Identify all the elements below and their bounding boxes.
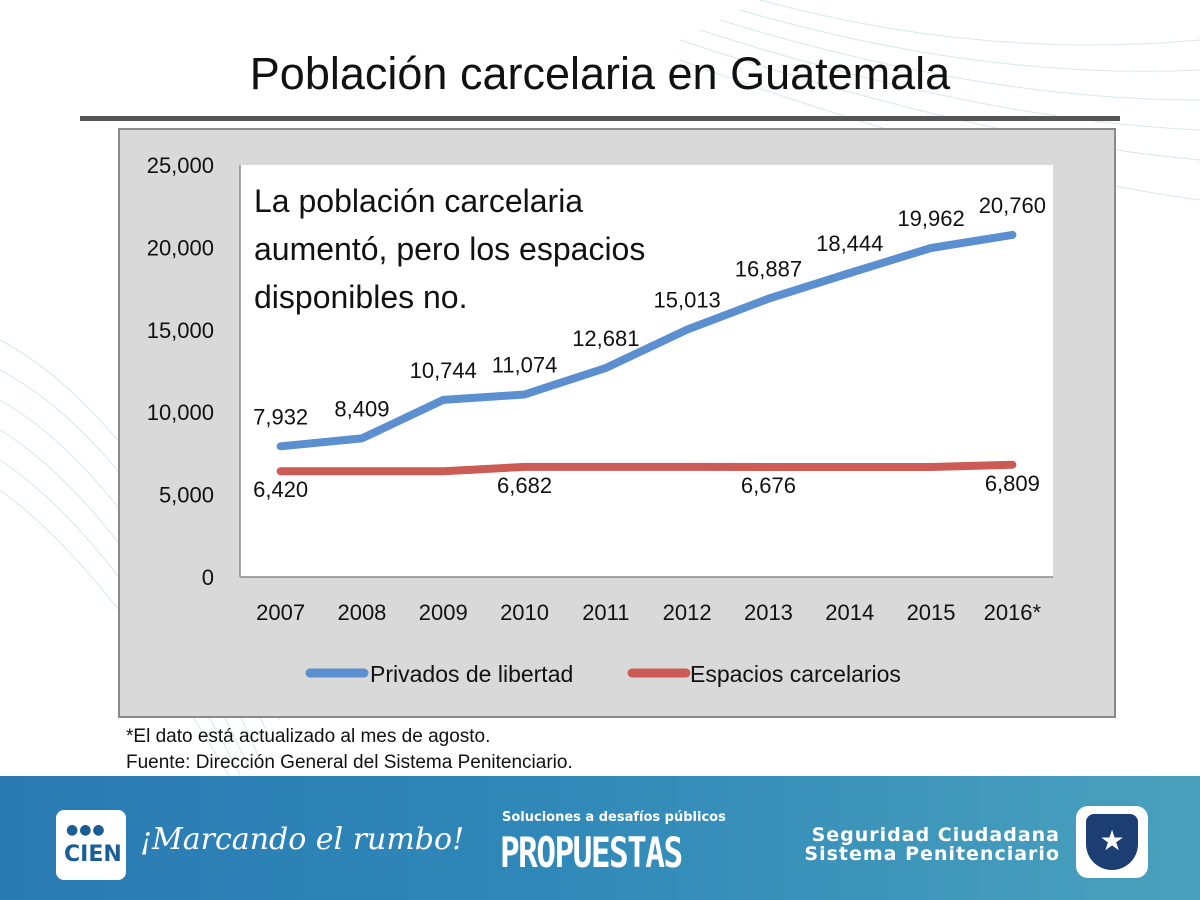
x-tick-label: 2014 — [825, 600, 874, 625]
cien-logo-word: CIEN — [64, 842, 122, 867]
y-tick-label: 10,000 — [147, 400, 214, 425]
data-label: 8,409 — [334, 396, 389, 421]
x-tick-label: 2012 — [663, 600, 712, 625]
annotation-line: disponibles no. — [254, 279, 467, 315]
section-label: Seguridad Ciudadana Sistema Penitenciari… — [804, 826, 1060, 864]
data-label: 12,681 — [572, 326, 639, 351]
y-tick-label: 20,000 — [147, 235, 214, 260]
legend: Privados de libertad Espacios carcelario… — [305, 661, 901, 687]
data-label: 19,962 — [897, 206, 964, 231]
data-label: 6,676 — [741, 473, 796, 498]
legend-label-privados: Privados de libertad — [370, 661, 573, 687]
plot-area — [240, 165, 1053, 577]
x-tick-label: 2016* — [984, 600, 1042, 625]
soluciones-tagline: Soluciones a desafíos públicos — [502, 810, 726, 825]
data-label: 15,013 — [654, 288, 721, 313]
slogan: ¡Marcando el rumbo! — [140, 822, 465, 857]
cien-logo: ●●● CIEN — [56, 810, 126, 880]
footnote-source: Fuente: Dirección General del Sistema Pe… — [126, 752, 573, 773]
footer-banner: ●●● CIEN ¡Marcando el rumbo! Soluciones … — [0, 776, 1200, 900]
x-tick-label: 2011 — [582, 600, 629, 625]
data-label: 6,682 — [497, 473, 552, 498]
data-label: 6,420 — [253, 477, 308, 502]
y-tick-label: 15,000 — [147, 318, 214, 343]
chart-annotation: La población carcelaria aumentó, pero lo… — [254, 183, 654, 315]
propuestas-logo: PROPUESTAS — [500, 828, 683, 877]
legend-label-espacios: Espacios carcelarios — [690, 661, 901, 687]
annotation-line: La población carcelaria — [254, 183, 583, 219]
data-label: 18,444 — [816, 231, 883, 256]
x-tick-label: 2013 — [744, 600, 793, 625]
data-label: 11,074 — [492, 353, 558, 378]
star-shield-icon: ★ — [1076, 806, 1148, 878]
data-label: 7,932 — [253, 404, 308, 429]
section-label-line2: Sistema Penitenciario — [804, 843, 1060, 865]
data-label: 20,760 — [979, 193, 1046, 218]
annotation-line: aumentó, pero los espacios — [254, 231, 645, 267]
series-line-1 — [276, 460, 1017, 476]
cien-logo-dots: ●●● — [66, 822, 106, 838]
y-tick-label: 5,000 — [159, 483, 214, 508]
data-label: 6,809 — [985, 471, 1040, 496]
x-tick-label: 2008 — [337, 600, 386, 625]
x-tick-label: 2015 — [907, 600, 956, 625]
x-tick-label: 2009 — [419, 600, 468, 625]
y-tick-label: 0 — [202, 565, 214, 590]
footnote-update: *El dato está actualizado al mes de agos… — [126, 726, 491, 747]
page-title: Población carcelaria en Guatemala — [249, 48, 951, 99]
series-line-0 — [276, 230, 1017, 451]
x-tick-label: 2007 — [256, 600, 305, 625]
y-tick-label: 25,000 — [147, 153, 214, 178]
data-label: 10,744 — [410, 358, 477, 383]
section-label-line1: Seguridad Ciudadana — [811, 824, 1060, 846]
x-tick-label: 2010 — [500, 600, 549, 625]
title-divider — [80, 116, 1120, 121]
footnotes: *El dato está actualizado al mes de agos… — [126, 724, 573, 776]
star-icon: ★ — [1086, 814, 1138, 870]
data-label: 16,887 — [735, 257, 802, 282]
